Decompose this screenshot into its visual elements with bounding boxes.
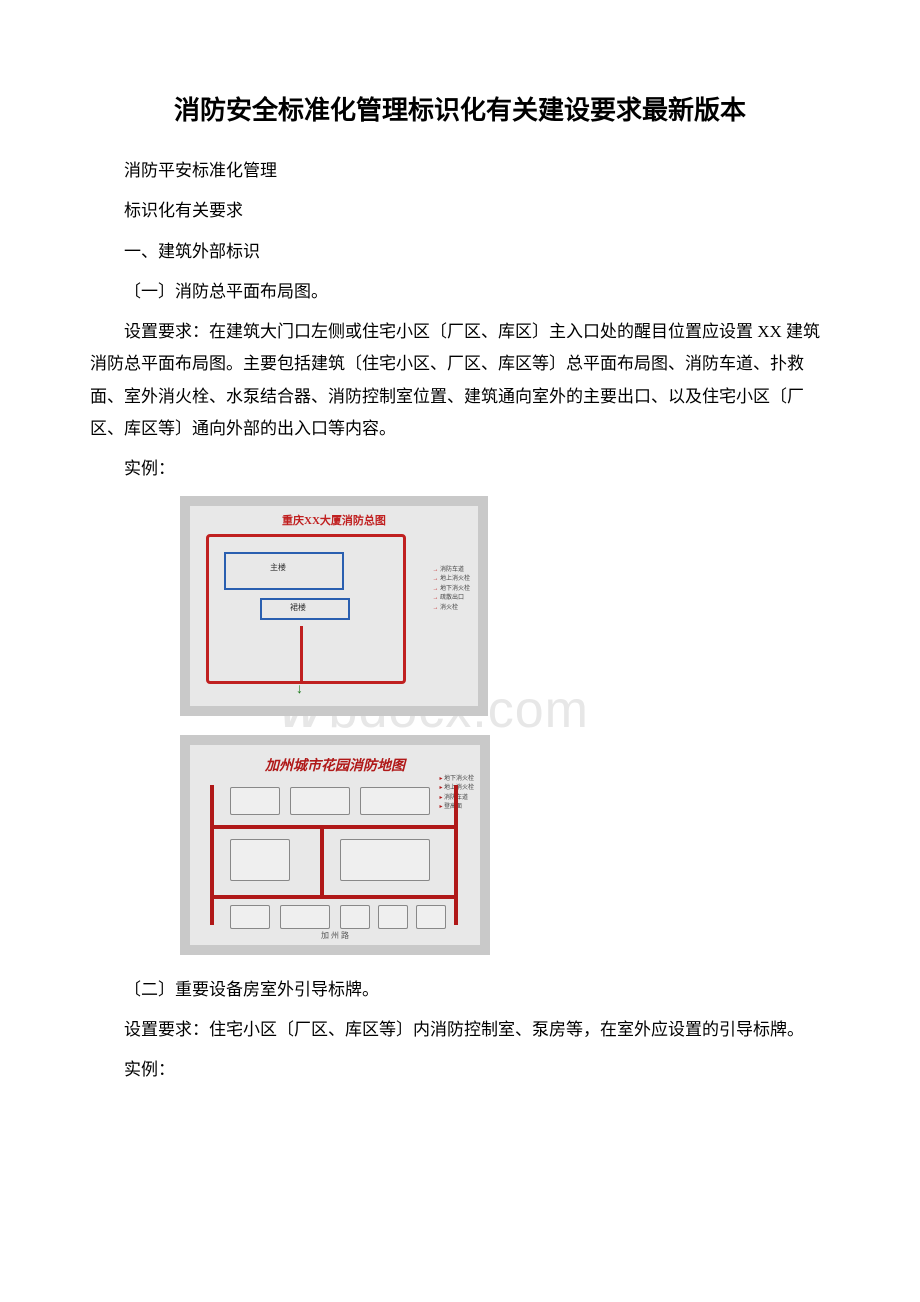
figure-1-legend-item: 消火栓 bbox=[432, 604, 470, 614]
figure-1-legend-item: 地上消火栓 bbox=[432, 575, 470, 585]
section1-2-requirement: 设置要求：住宅小区〔厂区、库区等〕内消防控制室、泵房等，在室外应设置的引导标牌。 bbox=[90, 1014, 830, 1046]
figure-1-legend-item: 疏散出口 bbox=[432, 594, 470, 604]
figure-2-title: 加州城市花园消防地图 bbox=[190, 755, 480, 775]
figure-2-block bbox=[290, 787, 350, 815]
figure-2-legend-item: 地下消火栓 bbox=[439, 775, 474, 785]
section1-2-heading: 〔二〕重要设备房室外引导标牌。 bbox=[90, 974, 830, 1006]
figure-1-lane bbox=[300, 626, 303, 684]
figure-2-block bbox=[416, 905, 446, 929]
figure-1-label-main: 主楼 bbox=[270, 562, 286, 573]
page-title: 消防安全标准化管理标识化有关建设要求最新版本 bbox=[90, 90, 830, 127]
figure-2-block bbox=[230, 839, 290, 881]
figure-2-road bbox=[210, 895, 458, 899]
figure-2-block bbox=[340, 905, 370, 929]
subtitle-line2: 标识化有关要求 bbox=[90, 195, 830, 227]
figure-2-canvas: 加州城市花园消防地图 地下消火栓 地上消火栓 消防车道 登高面 加 州 路 bbox=[190, 745, 480, 945]
figure-2-block bbox=[378, 905, 408, 929]
figure-1-canvas: 重庆XX大厦消防总图 主楼 裙楼 ↓ 消防车道 地上消火栓 地下消火栓 疏散出口… bbox=[190, 506, 478, 706]
example-label-2: 实例： bbox=[90, 1054, 830, 1086]
figure-1-title: 重庆XX大厦消防总图 bbox=[190, 512, 478, 528]
section1-1-requirement: 设置要求：在建筑大门口左侧或住宅小区〔厂区、库区〕主入口处的醒目位置应设置 XX… bbox=[90, 316, 830, 445]
section1-heading: 一、建筑外部标识 bbox=[90, 236, 830, 268]
figure-1-frame: 重庆XX大厦消防总图 主楼 裙楼 ↓ 消防车道 地上消火栓 地下消火栓 疏散出口… bbox=[180, 496, 488, 716]
example-label-1: 实例： bbox=[90, 453, 830, 485]
figure-1: 重庆XX大厦消防总图 主楼 裙楼 ↓ 消防车道 地上消火栓 地下消火栓 疏散出口… bbox=[180, 496, 830, 721]
figure-1-legend-item: 地下消火栓 bbox=[432, 585, 470, 595]
figure-1-legend: 消防车道 地上消火栓 地下消火栓 疏散出口 消火栓 bbox=[432, 566, 470, 614]
figure-2-road bbox=[210, 825, 458, 829]
figure-2-road bbox=[454, 785, 458, 925]
figure-2: 加州城市花园消防地图 地下消火栓 地上消火栓 消防车道 登高面 加 州 路 bbox=[180, 735, 830, 960]
figure-2-block bbox=[230, 905, 270, 929]
figure-2-road bbox=[210, 785, 214, 925]
figure-2-block bbox=[340, 839, 430, 881]
figure-2-block bbox=[280, 905, 330, 929]
subtitle-line1: 消防平安标准化管理 bbox=[90, 155, 830, 187]
figure-2-frame: 加州城市花园消防地图 地下消火栓 地上消火栓 消防车道 登高面 加 州 路 bbox=[180, 735, 490, 955]
figure-1-label-sub: 裙楼 bbox=[290, 602, 306, 613]
section1-1-heading: 〔一〕消防总平面布局图。 bbox=[90, 276, 830, 308]
figure-2-road bbox=[320, 825, 324, 899]
figure-2-block bbox=[230, 787, 280, 815]
figure-2-block bbox=[360, 787, 430, 815]
figure-1-legend-item: 消防车道 bbox=[432, 566, 470, 576]
figure-2-bottom-label: 加 州 路 bbox=[190, 930, 480, 941]
figure-1-arrow-icon: ↓ bbox=[296, 682, 303, 698]
